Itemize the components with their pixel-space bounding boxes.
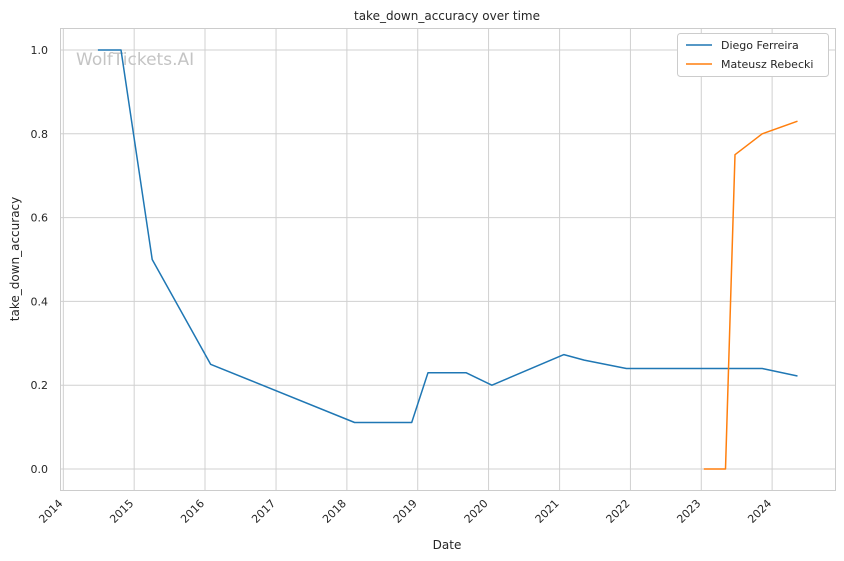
x-tick-label: 2022 (604, 497, 633, 526)
tick-labels: 2014 2015 2016 2017 2018 2019 2020 2021 2022 2023… (31, 44, 775, 526)
watermark: WolfTickets.AI (76, 50, 194, 70)
x-tick-label: 2018 (320, 497, 349, 526)
x-tick-label: 2023 (674, 497, 703, 526)
legend-label-mateusz-rebecki: Mateusz Rebecki (721, 58, 813, 71)
x-axis-label: Date (433, 538, 462, 552)
x-tick-label: 2024 (745, 497, 774, 526)
legend-box (677, 33, 829, 77)
legend-label-diego-ferreira: Diego Ferreira (721, 39, 799, 52)
series-line-mateusz-rebecki (703, 120, 798, 470)
y-tick-label: 0.0 (31, 463, 49, 476)
x-tick-label: 2019 (391, 497, 420, 526)
y-tick-label: 0.8 (31, 128, 49, 141)
x-tick-label: 2014 (36, 497, 65, 526)
y-tick-label: 0.2 (31, 379, 49, 392)
y-tick-label: 0.4 (31, 295, 49, 308)
x-tick-label: 2021 (533, 497, 562, 526)
y-tick-label: 1.0 (31, 44, 49, 57)
y-tick-label: 0.6 (31, 212, 49, 225)
grid (61, 29, 835, 490)
series-line-diego-ferreira (97, 49, 798, 424)
y-axis-label: take_down_accuracy (8, 197, 22, 321)
x-tick-label: 2015 (107, 497, 136, 526)
x-tick-label: 2017 (249, 497, 278, 526)
series-layer (97, 49, 798, 470)
legend: Diego Ferreira Mateusz Rebecki (677, 33, 829, 77)
x-tick-label: 2016 (178, 497, 207, 526)
chart-title: take_down_accuracy over time (354, 9, 540, 23)
plot-frame (60, 28, 836, 491)
x-tick-label: 2020 (462, 497, 491, 526)
